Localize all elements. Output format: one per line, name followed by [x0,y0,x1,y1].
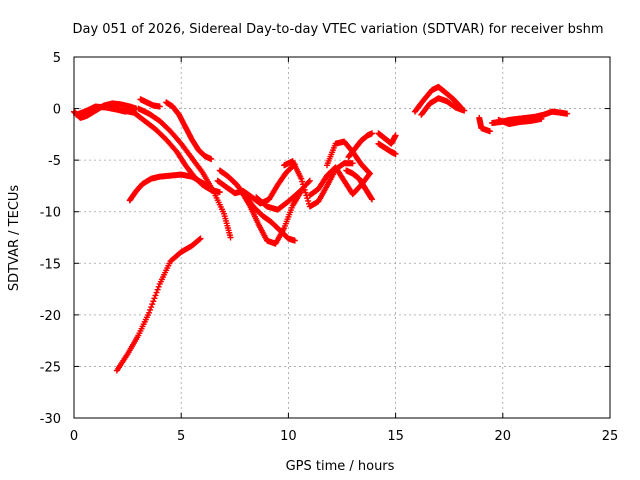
data-point [154,286,161,293]
data-point [538,115,545,122]
series-track-10 [214,161,298,207]
data-point [149,301,156,308]
data-point [291,237,298,244]
x-tick-label: 15 [387,429,404,444]
series-track-17 [343,167,376,203]
y-tick-label: 5 [53,51,61,66]
series-track-22 [476,114,493,135]
y-tick-label: -30 [40,412,61,427]
y-tick-label: -15 [40,257,61,272]
data-point [461,107,468,114]
series-track-5 [163,99,215,163]
data-point [298,175,305,182]
y-tick-label: -20 [40,309,61,324]
data-point [196,236,203,243]
plot-frame [73,56,611,419]
data-point [299,181,306,188]
series-track-8 [113,235,204,374]
data-point [150,298,157,305]
data-point [300,184,307,191]
data-point [152,292,159,299]
data-point [392,132,399,139]
x-tick-label: 0 [70,429,78,444]
data-point [564,110,571,117]
data-point [216,189,223,196]
y-tick-label: -5 [48,154,61,169]
chart-title: Day 051 of 2026, Sidereal Day-to-day VTE… [72,22,603,37]
data-point [302,189,309,196]
x-tick-label: 20 [495,429,512,444]
x-tick-label: 5 [177,429,185,444]
x-tick-label: 10 [280,429,297,444]
data-point [155,283,162,290]
series-track-2 [73,103,129,118]
data-point [366,169,373,176]
y-tick-label: -10 [40,206,61,221]
x-tick-label: 25 [602,429,619,444]
data-point [147,306,154,313]
series-track-19 [375,140,399,157]
data-point [369,196,376,203]
series-track-7 [126,171,215,204]
axis-ticks: 0 5 10 15 20 25 5 0 -5 -10 -15 -20 -25 -30 [40,51,619,444]
series-track-4 [137,96,163,110]
data-point [156,103,163,110]
data-point [305,197,312,204]
data-point [227,234,234,241]
data-point [305,178,312,185]
series-track-9 [216,167,298,244]
data-point [208,156,215,163]
series-track-24 [495,115,545,128]
data-point [146,309,153,316]
data-point [369,130,376,137]
data-point [301,186,308,193]
series-track-16 [345,130,376,161]
data-point [208,186,215,193]
data-points [71,83,571,374]
data-point [151,295,158,302]
y-axis-title: SDTVAR / TECUs [7,185,22,292]
series-track-21 [418,95,468,118]
series-track-18 [375,130,399,147]
data-point [349,160,356,167]
data-point [148,304,155,311]
data-point [366,170,373,177]
data-point [299,178,306,185]
data-point [486,128,493,135]
data-point [153,289,160,296]
series-track-20 [411,83,466,115]
y-tick-label: 0 [53,103,61,118]
data-point [306,177,313,184]
x-axis-title: GPS time / hours [286,459,395,474]
data-point [197,235,204,242]
series-track-11 [238,188,305,247]
grid-lines [74,57,610,418]
y-tick-label: -25 [40,360,61,375]
data-point [392,150,399,157]
